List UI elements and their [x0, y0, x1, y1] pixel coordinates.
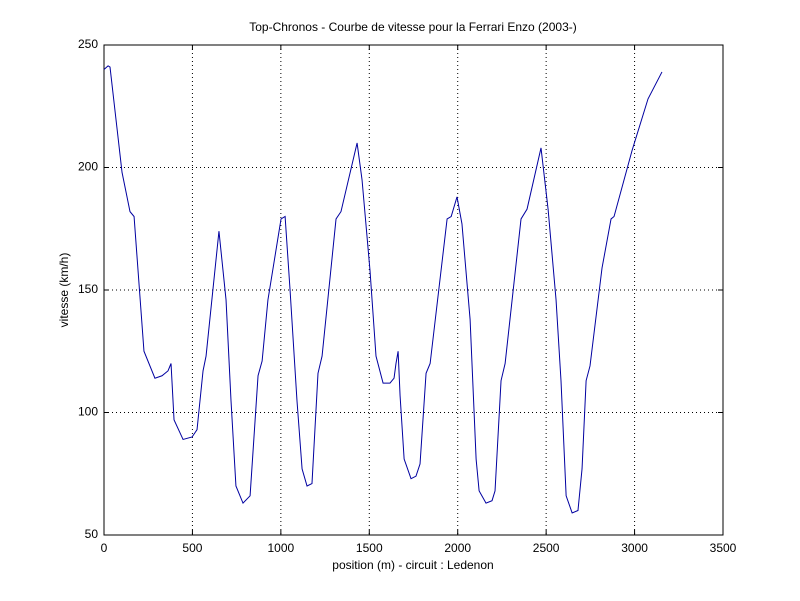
axes-box — [103, 44, 724, 536]
x-tick-label: 3000 — [621, 541, 648, 555]
chart-title: Top-Chronos - Courbe de vitesse pour la … — [249, 20, 576, 34]
speed-line — [103, 65, 663, 514]
x-tick-label: 2500 — [533, 541, 560, 555]
x-tick-label: 0 — [101, 541, 108, 555]
x-tick-label: 1500 — [356, 541, 383, 555]
y-tick-label: 100 — [78, 405, 98, 419]
x-tick-label: 500 — [182, 541, 202, 555]
y-tick-label: 150 — [78, 282, 98, 296]
x-tick-label: 3500 — [710, 541, 737, 555]
x-tick-label: 2000 — [444, 541, 471, 555]
y-tick-label: 50 — [85, 527, 99, 541]
x-axis-label: position (m) - circuit : Ledenon — [332, 558, 493, 572]
y-tick-label: 200 — [78, 160, 98, 174]
x-tick-label: 1000 — [268, 541, 295, 555]
plot-area — [104, 45, 723, 535]
y-tick-label: 250 — [78, 37, 98, 51]
y-axis-label: vitesse (km/h) — [57, 253, 71, 328]
